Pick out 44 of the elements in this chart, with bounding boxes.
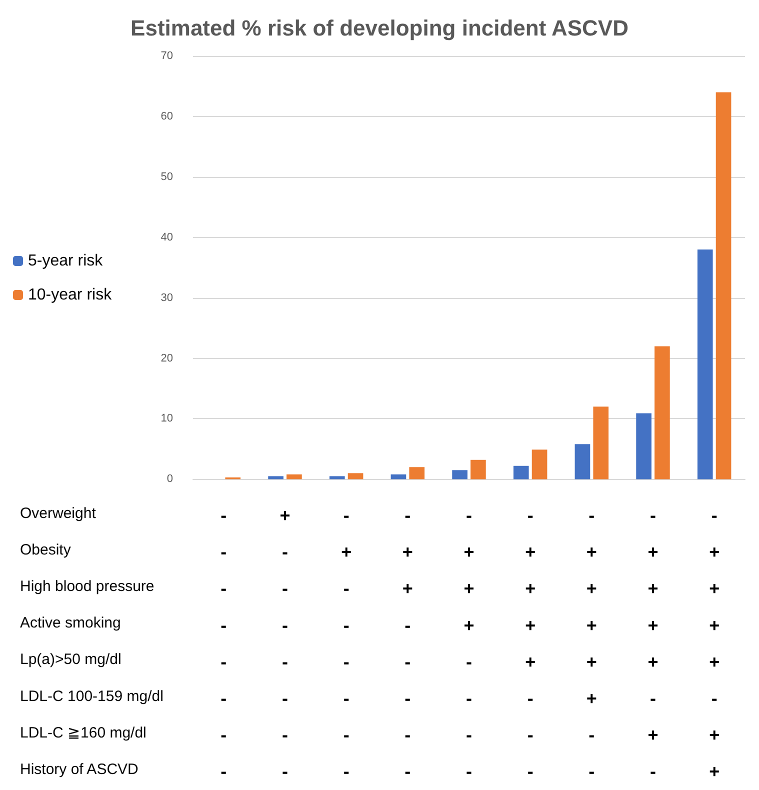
x-tick-label: - + + + + - + - <box>648 506 658 782</box>
text: Active smoking <box>20 614 121 632</box>
text: Lp(a)>50 mg/dl <box>20 651 122 668</box>
x-tick-label: - - - - - - - - <box>220 506 227 782</box>
y-tick-label: 40 <box>160 231 173 244</box>
bar <box>348 473 364 480</box>
text: Obesity <box>20 541 72 558</box>
bar <box>329 476 345 480</box>
x-tick-label: - + + + + - + + <box>709 506 720 782</box>
y-tick-label: 10 <box>160 412 173 425</box>
bar <box>654 346 670 480</box>
x-tick-label: - + + + + - - - <box>525 506 536 782</box>
legend-label: 5-year risk <box>28 252 104 270</box>
text: LDL-C ≧160 mg/dl <box>20 724 146 742</box>
bar <box>268 476 284 480</box>
bar <box>636 413 652 480</box>
y-tick-label: 60 <box>160 110 173 122</box>
bar <box>390 474 406 480</box>
chart-title: Estimated % risk of developing incident ASCVD <box>130 16 628 40</box>
bar <box>716 92 732 480</box>
y-tick-label: 20 <box>160 352 173 364</box>
legend-label: 10-year risk <box>28 286 113 304</box>
bar <box>697 249 713 480</box>
x-tick-label: - + + + + + - - <box>586 506 597 782</box>
bar <box>286 474 302 480</box>
x-tick-label: - + - - - - - - <box>341 506 352 782</box>
bar <box>532 450 548 480</box>
x-tick-label: + - - - - - - - <box>280 506 290 782</box>
y-tick-label: 0 <box>166 473 173 486</box>
x-tick-label: - + + + - - - - <box>464 506 474 782</box>
text: History of ASCVD <box>20 761 139 778</box>
y-tick-label: 30 <box>160 292 173 304</box>
y-tick-label: 70 <box>160 50 173 62</box>
bar <box>574 444 590 480</box>
bar <box>452 470 468 480</box>
text: Overweight <box>20 504 97 522</box>
y-tick-label: 50 <box>160 170 173 183</box>
bar <box>470 460 486 480</box>
bar <box>513 466 529 480</box>
text: LDL-C 100-159 mg/dl <box>20 688 164 705</box>
bar <box>593 406 609 480</box>
bar <box>409 467 425 480</box>
x-tick-label: - + + - - - - - <box>402 506 413 782</box>
text: High blood pressure <box>20 578 154 595</box>
